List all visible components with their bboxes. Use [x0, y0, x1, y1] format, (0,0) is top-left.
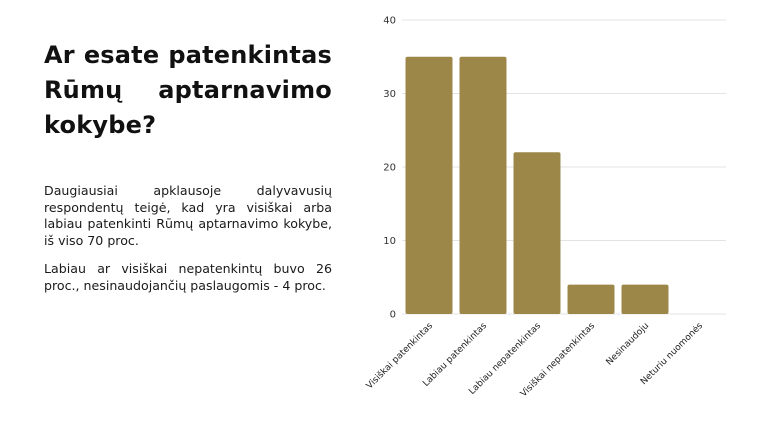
bar-chart: 0 10 20 30 40 Visiškai patenkintas Labiau pate…: [360, 0, 768, 432]
detail-paragraph: Labiau ar visiškai nepatenkintų buvo 26 …: [44, 261, 332, 293]
y-tick-label: 30: [383, 89, 396, 100]
summary-paragraph: Daugiausiai apklausoje dalyvavusių respo…: [44, 183, 332, 248]
y-tick-label: 40: [383, 16, 396, 27]
bar: [621, 284, 669, 314]
y-tick-label: 0: [390, 310, 396, 321]
text-panel: Ar esate patenkintas Rūmų aptarnavimo ko…: [44, 38, 332, 295]
x-category-label: Nesinaudoju: [605, 321, 652, 368]
bar: [405, 56, 453, 314]
x-category-label: Neturiu nuomonės: [639, 321, 705, 387]
y-tick-label: 10: [383, 236, 396, 247]
slide-title: Ar esate patenkintas Rūmų aptarnavimo ko…: [44, 41, 332, 139]
bar: [513, 152, 561, 314]
bar: [459, 56, 507, 314]
y-tick-label: 20: [383, 163, 396, 174]
bar: [567, 284, 615, 314]
